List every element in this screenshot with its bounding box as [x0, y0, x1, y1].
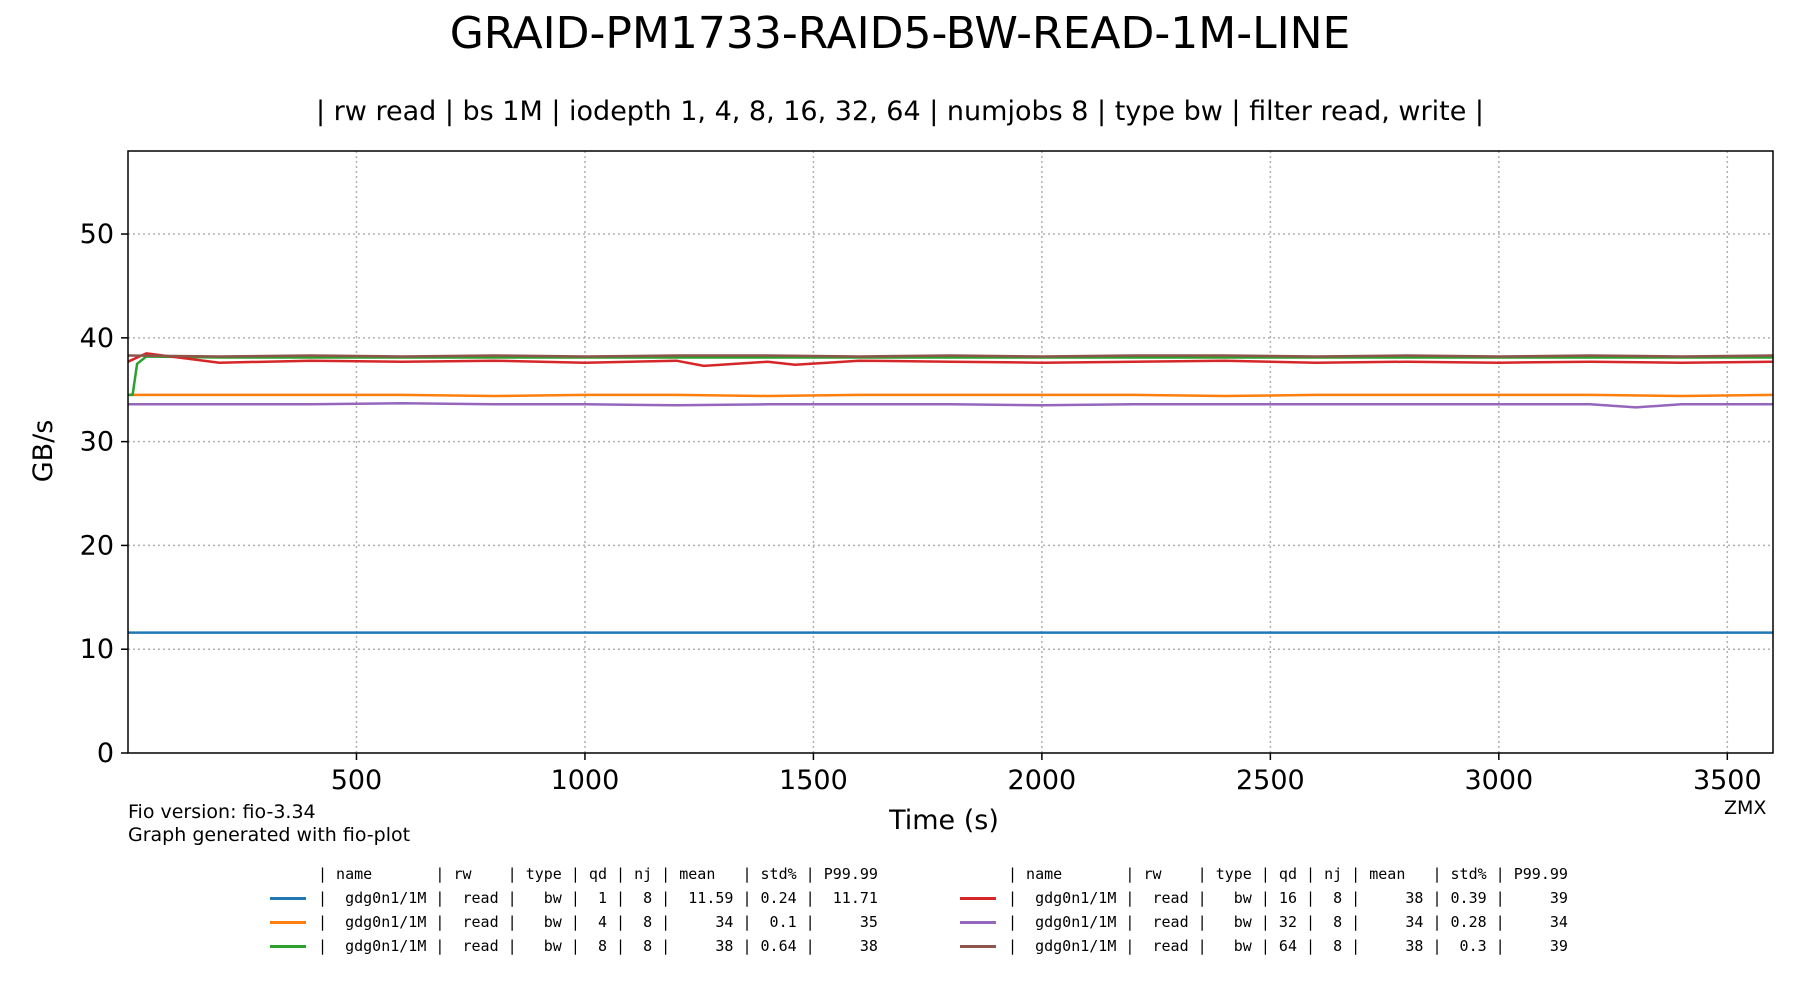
y-axis-label: GB/s — [28, 420, 59, 483]
y-tick-label: 50 — [80, 219, 114, 250]
legend-entry-text: | gdg0n1/1M | read | bw | 4 | 8 | 34 | 0… — [318, 913, 878, 931]
series-line-6 — [127, 354, 1774, 358]
x-axis-label: Time (s) — [888, 805, 999, 836]
legend-header-text: | name | rw | type | qd | nj | mean | st… — [1008, 865, 1568, 883]
legend-swatch — [270, 921, 306, 924]
plot-frame — [127, 150, 1774, 754]
x-tick-label: 500 — [331, 765, 383, 796]
legend-swatch — [960, 945, 996, 948]
legend-entry: | gdg0n1/1M | read | bw | 16 | 8 | 38 | … — [960, 886, 1620, 910]
legend-entry: | gdg0n1/1M | read | bw | 4 | 8 | 34 | 0… — [270, 910, 930, 934]
line-chart: 500 1000 1500 2000 2500 3000 3500 0 10 20 30 40 50 T… — [28, 150, 1774, 836]
chart-title: GRAID-PM1733-RAID5-BW-READ-1M-LINE — [449, 8, 1351, 59]
x-tick-label: 1500 — [779, 765, 848, 796]
legend-header-left: | name | rw | type | qd | nj | mean | st… — [270, 862, 930, 886]
x-tick-label: 3000 — [1464, 765, 1533, 796]
x-tick-label: 1000 — [551, 765, 620, 796]
y-tick-label: 40 — [80, 323, 114, 354]
legend-entry: | gdg0n1/1M | read | bw | 32 | 8 | 34 | … — [960, 910, 1620, 934]
legend-entry-text: | gdg0n1/1M | read | bw | 1 | 8 | 11.59 … — [318, 889, 878, 907]
y-tick-label: 10 — [80, 634, 114, 665]
y-tick-label: 30 — [80, 427, 114, 458]
legend-entry-text: | gdg0n1/1M | read | bw | 16 | 8 | 38 | … — [1008, 889, 1568, 907]
axis-ticks: 500 1000 1500 2000 2500 3000 3500 0 10 20 30 40 50 — [80, 219, 1762, 796]
x-tick-label: 2000 — [1008, 765, 1077, 796]
generator-note: Graph generated with fio-plot — [128, 824, 411, 846]
y-tick-label: 0 — [97, 738, 114, 769]
series-line-4 — [127, 352, 1774, 368]
watermark: ZMX — [1724, 797, 1767, 819]
x-tick-label: 2500 — [1236, 765, 1305, 796]
legend-swatch — [960, 921, 996, 924]
x-tick-label: 3500 — [1693, 765, 1762, 796]
legend-swatch — [960, 897, 996, 900]
legend-swatch — [270, 945, 306, 948]
series-lines — [127, 352, 1774, 634]
grid-lines — [128, 151, 1773, 753]
series-line-5 — [128, 401, 1773, 409]
legend-header-text: | name | rw | type | qd | nj | mean | st… — [318, 865, 878, 883]
fio-version-note: Fio version: fio-3.34 — [128, 801, 316, 823]
legend-entry: | gdg0n1/1M | read | bw | 8 | 8 | 38 | 0… — [270, 934, 930, 958]
legend-entry-text: | gdg0n1/1M | read | bw | 64 | 8 | 38 | … — [1008, 937, 1568, 955]
series-line-2 — [128, 393, 1774, 398]
legend-header-right: | name | rw | type | qd | nj | mean | st… — [960, 862, 1620, 886]
legend-swatch — [270, 897, 306, 900]
chart-subtitle: | rw read | bs 1M | iodepth 1, 4, 8, 16,… — [316, 96, 1484, 127]
legend-entry: | gdg0n1/1M | read | bw | 64 | 8 | 38 | … — [960, 934, 1620, 958]
legend-entry: | gdg0n1/1M | read | bw | 1 | 8 | 11.59 … — [270, 886, 930, 910]
legend-entry-text: | gdg0n1/1M | read | bw | 32 | 8 | 34 | … — [1008, 913, 1568, 931]
y-tick-label: 20 — [80, 530, 114, 561]
legend-entry-text: | gdg0n1/1M | read | bw | 8 | 8 | 38 | 0… — [318, 937, 878, 955]
